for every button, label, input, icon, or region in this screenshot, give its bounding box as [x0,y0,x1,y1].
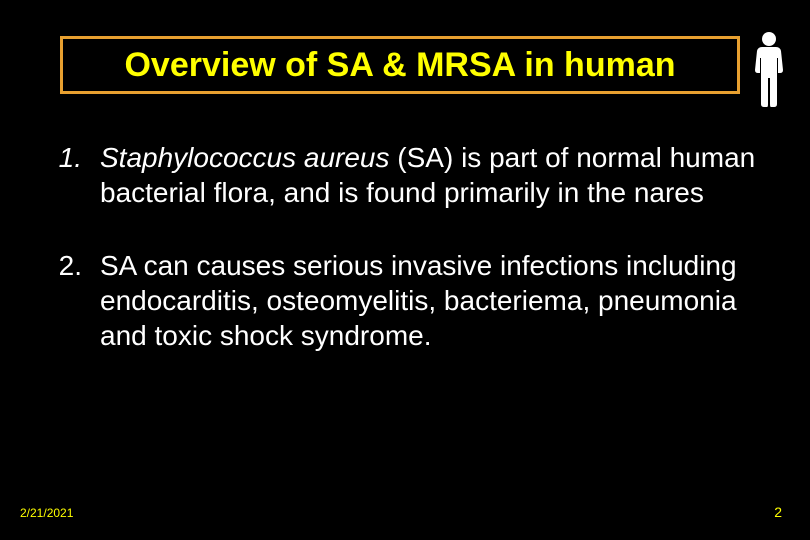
footer-page-number: 2 [774,504,782,520]
item-1-italic: Staphylococcus aureus [100,142,390,173]
item-text-1: Staphylococcus aureus (SA) is part of no… [100,140,770,210]
item-number-2: 2. [40,248,100,353]
list-item: 1. Staphylococcus aureus (SA) is part of… [40,140,770,210]
list-item: 2. SA can causes serious invasive infect… [40,248,770,353]
footer-date: 2/21/2021 [20,506,73,520]
content-area: 1. Staphylococcus aureus (SA) is part of… [40,140,770,391]
title-box: Overview of SA & MRSA in human [60,36,740,94]
human-silhouette-icon [750,30,788,108]
item-text-2: SA can causes serious invasive infection… [100,248,770,353]
item-2-rest: SA can causes serious invasive infection… [100,250,737,351]
item-number-1: 1. [40,140,100,210]
slide-title: Overview of SA & MRSA in human [124,46,675,85]
